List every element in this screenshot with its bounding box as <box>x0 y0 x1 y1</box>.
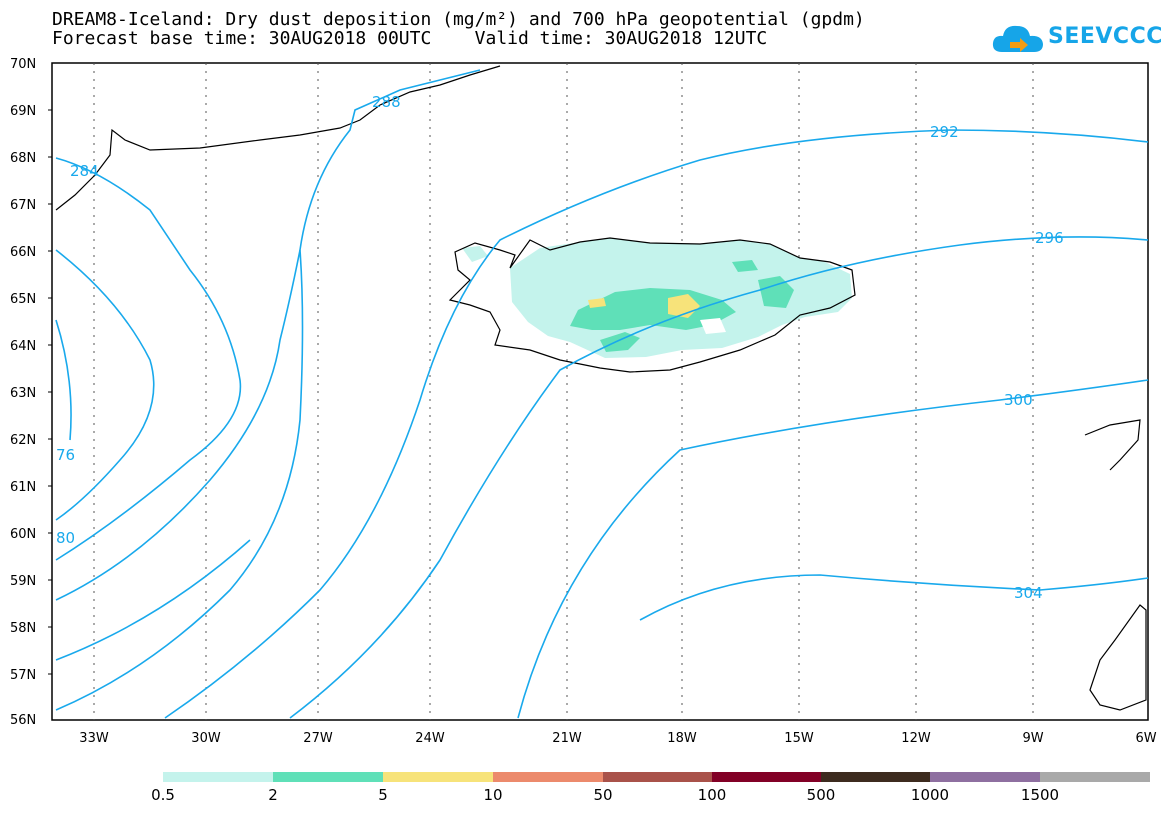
legend-swatch <box>1040 772 1150 782</box>
map-title-line2: Forecast base time: 30AUG2018 00UTC Vali… <box>52 28 768 49</box>
contour-label-296: 296 <box>1035 229 1064 247</box>
legend-swatch <box>603 772 712 782</box>
lat-label: 57N <box>10 668 36 683</box>
lat-label: 60N <box>10 527 36 542</box>
legend-label: 0.5 <box>151 786 175 804</box>
legend-label: 5 <box>378 786 388 804</box>
legend-label: 1000 <box>910 786 950 804</box>
legend-swatch <box>493 772 603 782</box>
lon-label: 27W <box>303 731 333 746</box>
greenland-coast <box>55 65 501 211</box>
contour-label-292: 292 <box>930 123 959 141</box>
map-frame <box>51 62 1149 721</box>
scotland-coast <box>1089 604 1147 711</box>
lat-label: 64N <box>10 339 36 354</box>
coastlines <box>55 65 1147 711</box>
seevccc-logo: SEEVCCC <box>990 18 1170 58</box>
contour-labels: 288 284 292 296 300 304 76 80 <box>56 93 1064 602</box>
legend-label: 2 <box>268 786 278 804</box>
longitude-labels: 33W 30W 27W 24W 21W 18W 15W 12W 9W 6W <box>79 731 1156 746</box>
cloud-icon <box>992 25 1043 52</box>
legend-swatch <box>821 772 930 782</box>
lon-label: 18W <box>667 731 697 746</box>
lon-label: 24W <box>415 731 445 746</box>
contour-label-284: 284 <box>70 162 99 180</box>
lat-label: 65N <box>10 292 36 307</box>
lat-label: 63N <box>10 386 36 401</box>
lat-label: 69N <box>10 104 36 119</box>
lat-label: 70N <box>10 57 36 72</box>
legend-swatch <box>273 772 383 782</box>
legend-label: 10 <box>483 786 503 804</box>
legend-swatch <box>712 772 821 782</box>
contour-label-80: 80 <box>56 529 75 547</box>
geopotential-contours <box>55 69 1149 761</box>
faroe-coast <box>1084 419 1141 471</box>
legend-swatch <box>930 772 1040 782</box>
lon-label: 15W <box>784 731 814 746</box>
lon-label: 33W <box>79 731 109 746</box>
iceland-coast <box>448 237 856 373</box>
legend-label: 500 <box>806 786 836 804</box>
lon-label: 21W <box>552 731 582 746</box>
lon-label: 6W <box>1135 731 1156 746</box>
lat-label: 68N <box>10 151 36 166</box>
lon-label: 30W <box>191 731 221 746</box>
lat-label: 59N <box>10 574 36 589</box>
dust-deposition-field <box>462 238 852 358</box>
legend-label: 100 <box>697 786 727 804</box>
legend-label: 1500 <box>1020 786 1060 804</box>
lat-ticks <box>48 109 52 675</box>
contour-label-300: 300 <box>1004 391 1033 409</box>
legend-swatch <box>163 772 273 782</box>
legend-swatch <box>383 772 493 782</box>
contour-label-304: 304 <box>1014 584 1043 602</box>
lat-label: 67N <box>10 198 36 213</box>
lat-label: 66N <box>10 245 36 260</box>
contour-label-288: 288 <box>372 93 401 111</box>
lat-label: 58N <box>10 621 36 636</box>
lon-label: 9W <box>1022 731 1043 746</box>
lon-label: 12W <box>901 731 931 746</box>
latitude-labels: 70N 69N 68N 67N 66N 65N 64N 63N 62N 61N … <box>10 57 36 728</box>
lat-lon-grid <box>93 63 1034 720</box>
lat-label: 56N <box>10 713 36 728</box>
legend-label: 50 <box>593 786 613 804</box>
lat-label: 61N <box>10 480 36 495</box>
map-title-line1: DREAM8-Iceland: Dry dust deposition (mg/… <box>52 9 865 30</box>
logo-text: SEEVCCC <box>1048 24 1163 49</box>
lat-label: 62N <box>10 433 36 448</box>
contour-label-76: 76 <box>56 446 75 464</box>
